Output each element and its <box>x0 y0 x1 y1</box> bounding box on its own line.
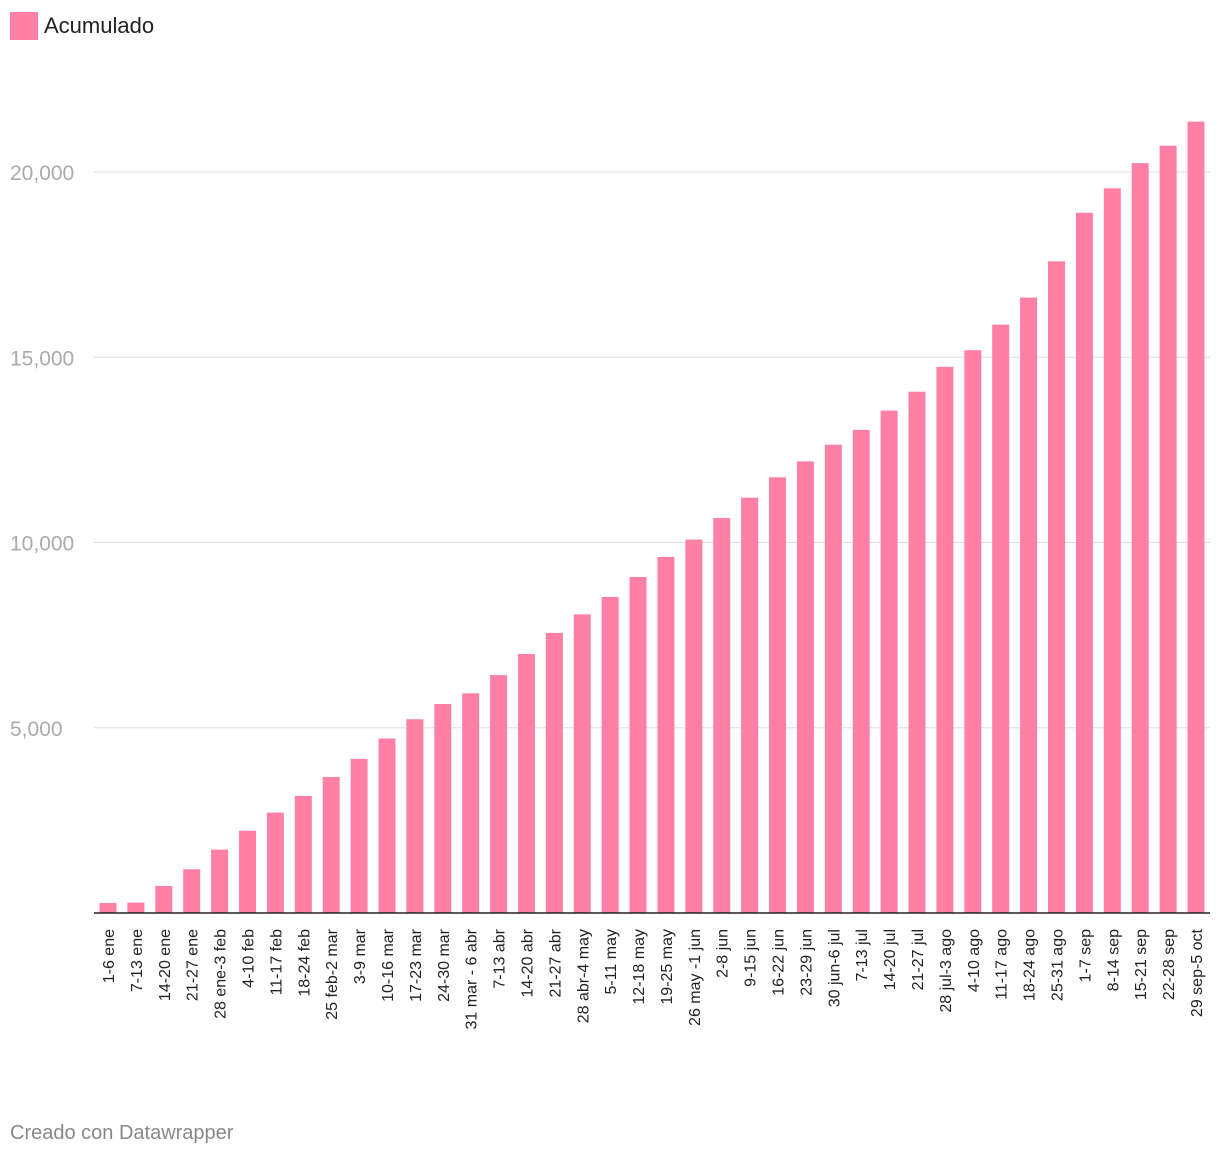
x-tick-label: 10-16 mar <box>380 928 397 1002</box>
x-tick-label: 8-14 sep <box>1105 929 1122 991</box>
x-tick-label: 19-25 may <box>659 929 676 1005</box>
legend-swatch <box>10 12 38 40</box>
bar <box>1159 145 1177 913</box>
x-tick-label: 22-28 sep <box>1161 929 1178 1000</box>
bar <box>573 614 591 913</box>
x-tick-label: 24-30 mar <box>436 928 453 1002</box>
bar <box>769 477 787 913</box>
legend-label: Acumulado <box>44 13 155 38</box>
x-tick-label: 18-24 feb <box>296 929 313 997</box>
bar <box>824 444 842 913</box>
x-tick-label: 21-27 abr <box>547 928 564 997</box>
x-tick-label: 30 jun-6 jul <box>826 929 843 1007</box>
bar <box>490 675 508 913</box>
x-tick-label: 11-17 feb <box>268 929 285 996</box>
bar <box>294 795 312 913</box>
x-tick-label: 14-20 jul <box>882 929 899 990</box>
x-tick-label: 12-18 may <box>631 929 648 1005</box>
bar <box>796 461 814 913</box>
x-tick-label: 28 jul-3 ago <box>938 929 955 1013</box>
x-tick-label: 1-6 ene <box>101 929 118 983</box>
x-tick-label: 14-20 abr <box>519 928 536 997</box>
bar <box>378 738 396 913</box>
y-tick-label: 5,000 <box>10 718 63 741</box>
x-tick-label: 11-17 ago <box>994 929 1011 1000</box>
x-tick-label: 7-13 ene <box>129 929 146 992</box>
x-tick-label: 28 ene-3 feb <box>213 929 230 1019</box>
x-tick-label: 28 abr-4 may <box>575 929 592 1023</box>
bar <box>211 849 229 913</box>
bar <box>601 596 619 913</box>
bar <box>183 869 201 913</box>
y-axis-ticks: 5,000 10,000 15,000 20,000 <box>10 162 74 741</box>
x-tick-label: 2-8 jun <box>715 929 732 978</box>
bar <box>629 576 647 913</box>
bar <box>1103 188 1121 914</box>
x-tick-label: 14-20 ene <box>157 929 174 1001</box>
bar <box>852 429 870 913</box>
bar <box>406 719 424 913</box>
bar <box>685 539 703 913</box>
bar <box>517 654 535 913</box>
bar <box>322 777 340 913</box>
bar <box>266 812 284 913</box>
x-tick-label: 21-27 jul <box>910 929 927 990</box>
bar <box>964 350 982 914</box>
bar <box>936 366 954 913</box>
x-tick-label: 26 may -1 jun <box>687 929 704 1026</box>
footer-credit: Creado con Datawrapper <box>10 1122 234 1144</box>
x-tick-label: 17-23 mar <box>408 928 425 1002</box>
x-tick-label: 7-13 jul <box>854 929 871 981</box>
x-tick-label: 7-13 abr <box>492 928 509 988</box>
bar <box>238 830 256 913</box>
y-tick-label: 15,000 <box>10 347 74 370</box>
bar <box>99 903 117 913</box>
x-tick-label: 29 sep-5 oct <box>1189 928 1206 1017</box>
x-axis-ticks: 1-6 ene 7-13 ene 14-20 ene 21-27 ene 28 ene-… <box>101 928 1206 1029</box>
bar <box>713 518 731 913</box>
bar <box>741 497 759 913</box>
bar <box>434 704 452 913</box>
x-tick-label: 25 feb-2 mar <box>324 928 341 1019</box>
x-tick-label: 31 mar - 6 abr <box>464 928 481 1029</box>
x-tick-label: 4-10 feb <box>240 929 257 988</box>
x-tick-label: 4-10 ago <box>966 929 983 992</box>
x-tick-label: 16-22 jun <box>771 929 788 996</box>
bar <box>1020 297 1038 914</box>
bar <box>992 324 1010 913</box>
bar <box>1187 121 1205 914</box>
bar <box>155 885 173 913</box>
x-tick-label: 1-7 sep <box>1077 929 1094 982</box>
bar <box>545 632 563 913</box>
bar <box>127 902 145 913</box>
y-tick-label: 10,000 <box>10 533 74 556</box>
bar <box>657 556 675 913</box>
bar <box>462 693 480 913</box>
grid-lines <box>94 171 1210 729</box>
bar <box>1048 261 1066 913</box>
x-tick-label: 25-31 ago <box>1050 929 1067 1001</box>
x-tick-label: 18-24 ago <box>1022 929 1039 1001</box>
x-tick-label: 21-27 ene <box>185 929 202 1001</box>
bar <box>350 758 368 913</box>
x-tick-label: 23-29 jun <box>798 929 815 996</box>
legend: Acumulado <box>10 12 154 40</box>
bar <box>1075 212 1093 913</box>
x-tick-label: 15-21 sep <box>1133 929 1150 1000</box>
x-tick-label: 3-9 mar <box>352 928 369 984</box>
bars <box>99 121 1205 914</box>
bar <box>1131 163 1149 914</box>
y-tick-label: 20,000 <box>10 162 74 185</box>
x-tick-label: 5-11 may <box>603 929 620 995</box>
bar <box>880 410 898 913</box>
x-tick-label: 9-15 jun <box>743 929 760 987</box>
bar <box>908 391 926 914</box>
